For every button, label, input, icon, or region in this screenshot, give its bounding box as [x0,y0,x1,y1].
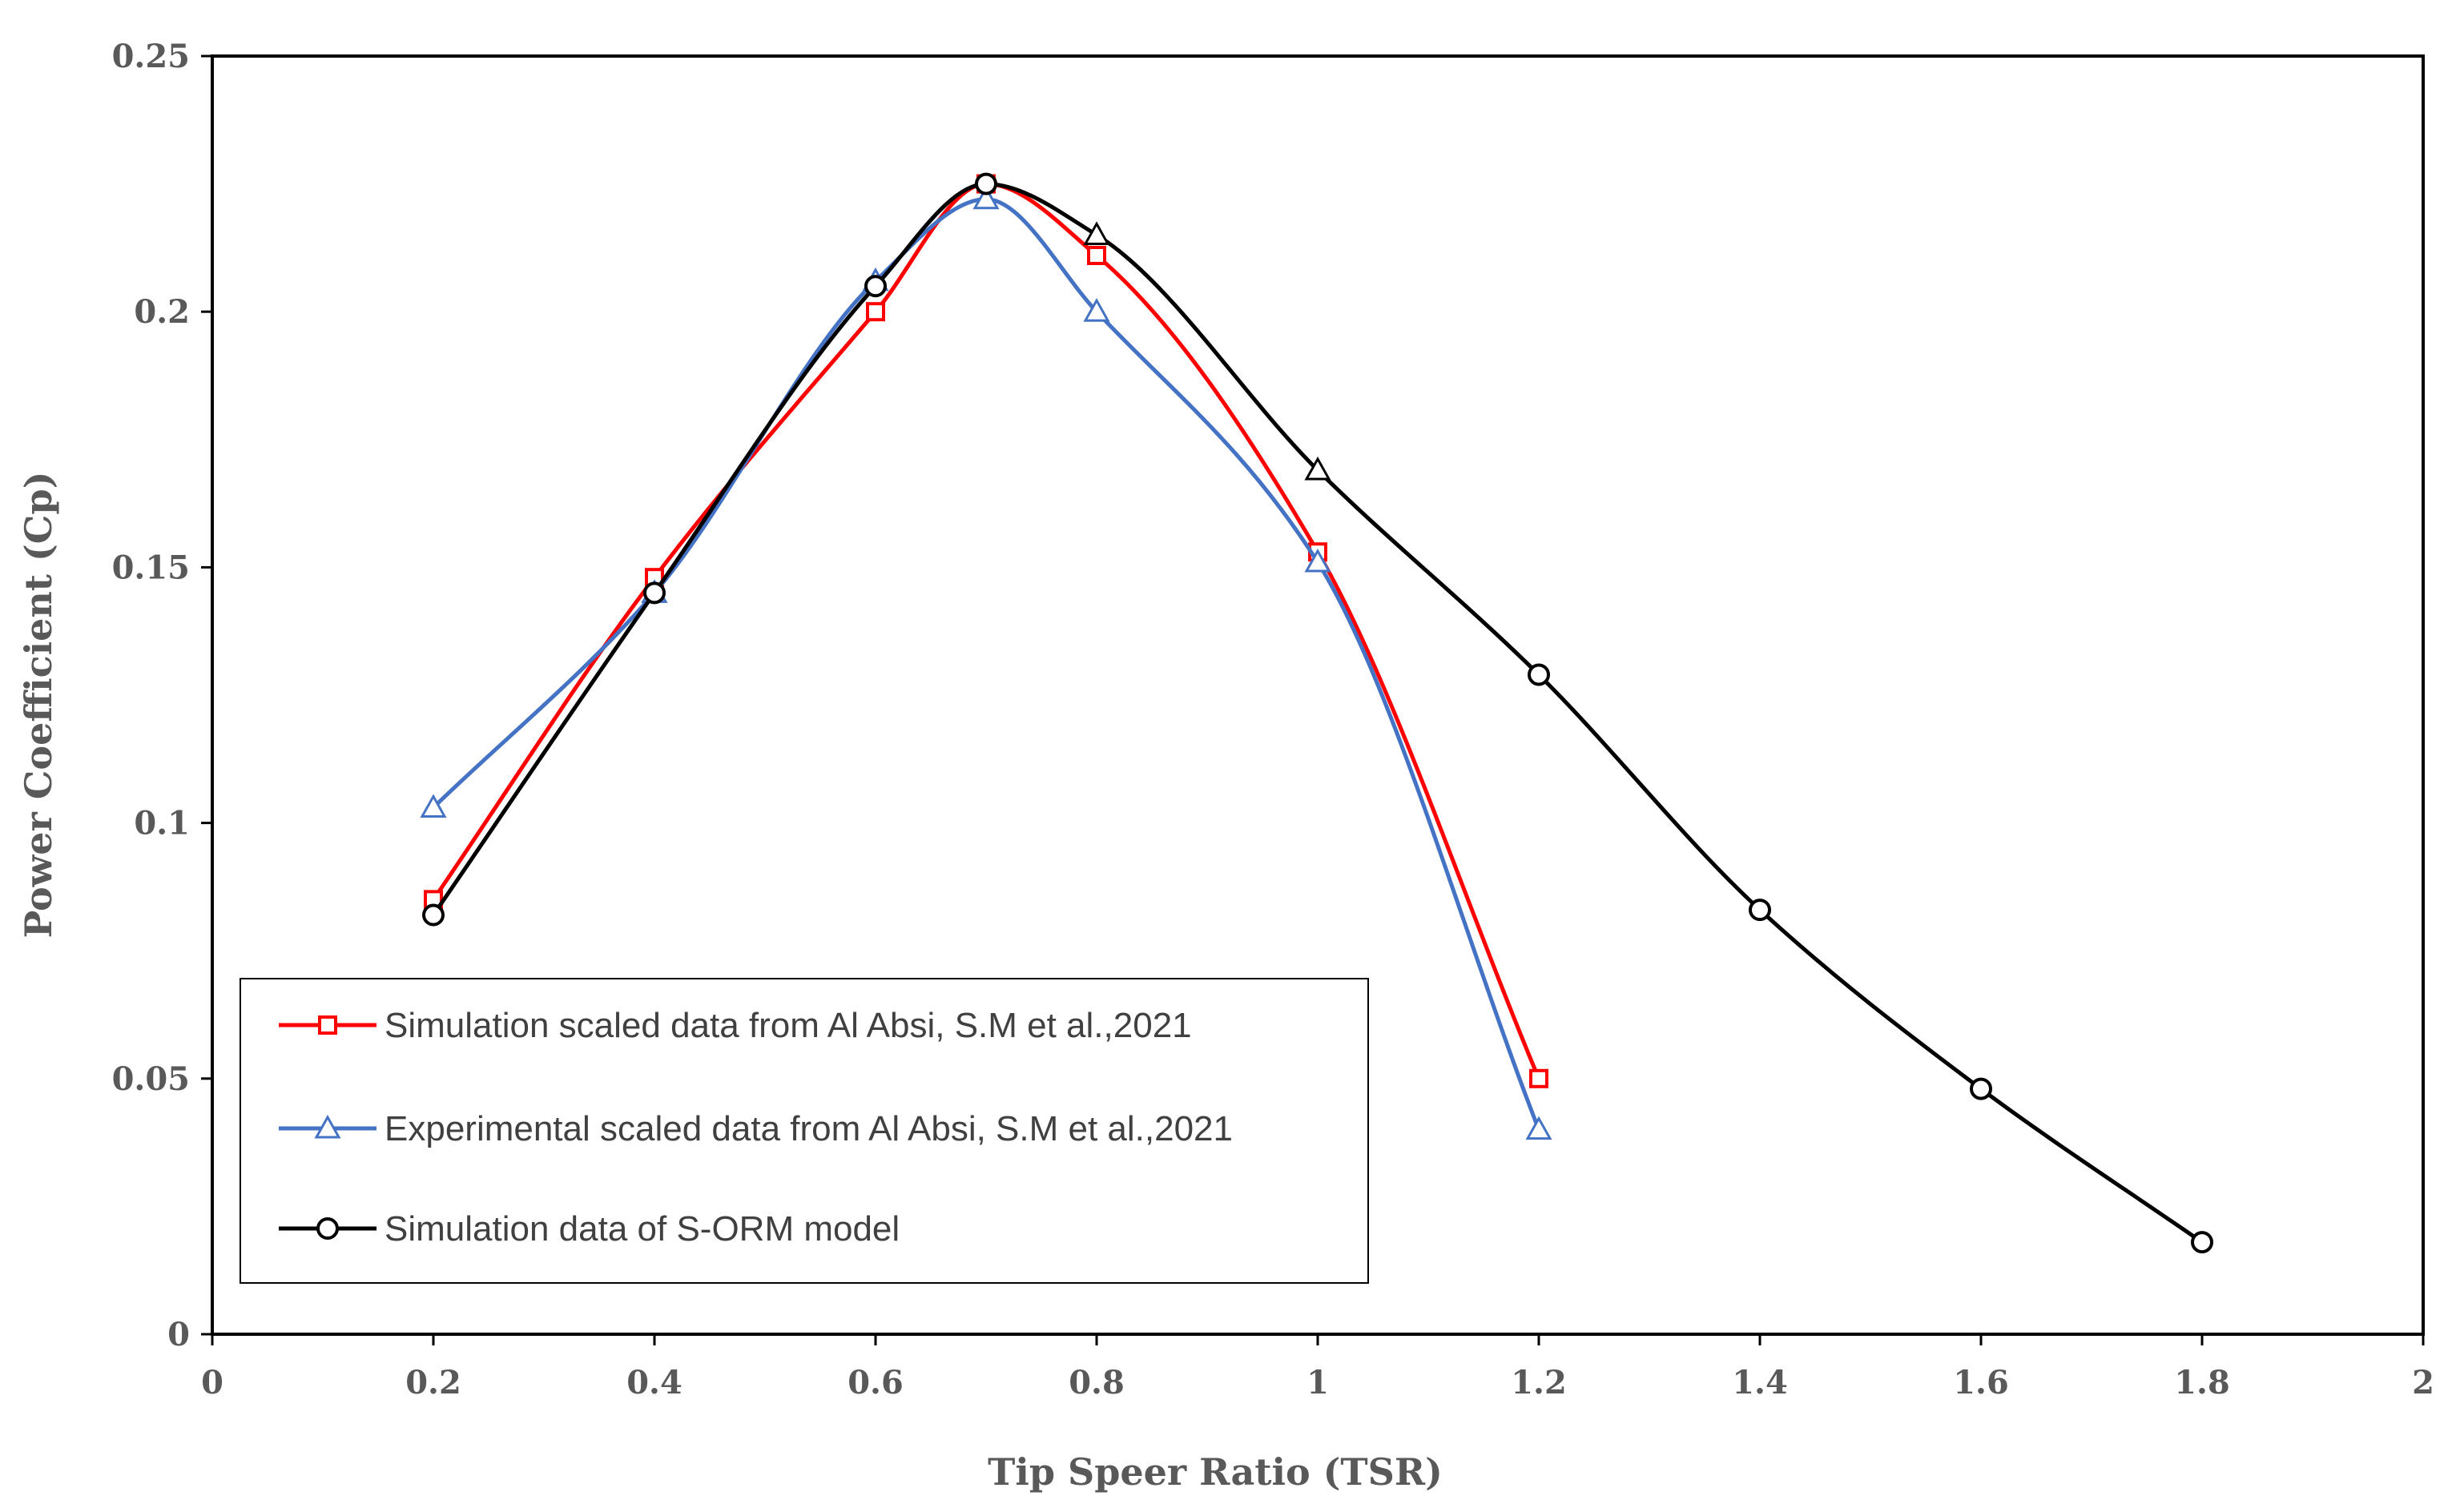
legend-item-experimental-scaled: Experimental scaled data from Al Absi, S… [279,1109,1233,1148]
x-tick-label: 2 [2412,1364,2434,1401]
y-tick-label: 0.1 [134,805,190,842]
data-point-sorm-simulation [864,275,887,298]
data-point-sorm-simulation [1749,899,1771,922]
x-tick-label: 1.2 [1511,1364,1567,1401]
legend-label: Simulation scaled data from Al Absi, S.M… [385,1006,1192,1045]
data-point-sorm-simulation [1304,456,1331,481]
x-tick-label: 1.6 [1953,1364,2009,1401]
legend-swatch-marker [318,1015,337,1035]
x-tick-label: 1.8 [2174,1364,2230,1401]
y-tick-label: 0.25 [112,38,190,75]
x-tick-label: 0.4 [626,1364,682,1401]
x-axis-ticks: 0 0.2 0.4 0.6 0.8 1 1.2 1.4 1.6 1.8 2 [201,1334,2434,1401]
x-tick-label: 0 [201,1364,223,1401]
legend-label: Experimental scaled data from Al Absi, S… [385,1109,1233,1148]
y-tick-label: 0.05 [112,1060,190,1098]
series-simulation-scaled [424,174,1548,1088]
y-tick-label: 0.2 [134,293,190,331]
data-point-experimental-scaled [1304,548,1331,573]
data-point-simulation-scaled [1087,245,1106,265]
legend-swatch-marker [314,1114,341,1139]
data-point-sorm-simulation [422,903,445,927]
x-tick-label: 1.4 [1732,1364,1788,1401]
y-tick-label: 0 [167,1316,190,1353]
legend-item-simulation-scaled: Simulation scaled data from Al Absi, S.M… [279,1006,1192,1045]
series-layer [420,172,2213,1254]
y-axis-title: Power Coefficient (Cp) [17,472,60,939]
legend-box [240,978,1369,1284]
x-tick-label: 0.2 [405,1364,461,1401]
x-axis-title: Tip Speer Ratio (TSR) [988,1450,1443,1494]
data-point-sorm-simulation [643,581,666,605]
y-axis-ticks: 0 0.05 0.1 0.15 0.2 0.25 [112,38,212,1353]
data-point-sorm-simulation [1083,221,1110,245]
x-tick-label: 0.8 [1069,1364,1125,1401]
series-sorm-simulation [422,172,2213,1254]
x-tick-label: 0.6 [848,1364,904,1401]
data-point-simulation-scaled [866,302,885,322]
series-line-sorm-simulation [431,182,2204,1245]
data-point-experimental-scaled [420,794,447,818]
data-point-sorm-simulation [975,172,997,195]
data-point-sorm-simulation [1970,1077,1992,1100]
data-point-simulation-scaled [1529,1068,1548,1088]
plot-area-frame [211,54,2425,1336]
data-point-experimental-scaled [1525,1116,1552,1140]
data-point-experimental-scaled [972,185,1000,210]
data-point-experimental-scaled [1083,298,1110,322]
y-tick-label: 0.15 [112,549,190,586]
x-tick-label: 1 [1307,1364,1329,1401]
legend-item-sorm-simulation: Simulation data of S-ORM model [279,1209,900,1249]
legend-label: Simulation data of S-ORM model [385,1209,900,1249]
data-point-sorm-simulation [2191,1231,2213,1254]
legend-swatch-marker [316,1217,339,1240]
legend: Simulation scaled data from Al Absi, S.M… [240,978,1369,1284]
data-point-sorm-simulation [1528,663,1550,686]
series-line-simulation-scaled [431,182,1541,1080]
